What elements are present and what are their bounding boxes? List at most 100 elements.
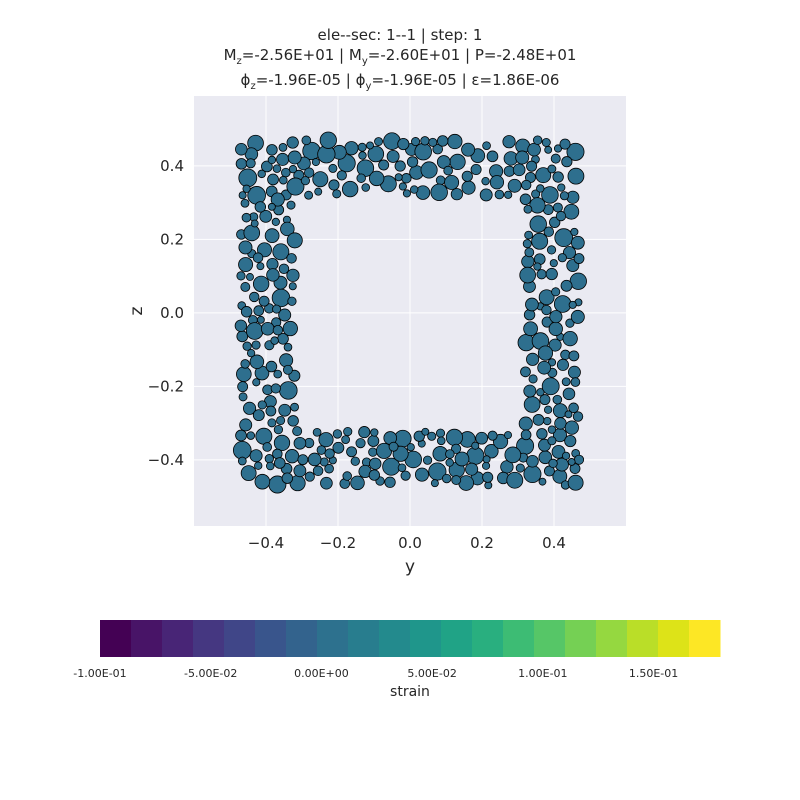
fiber-marker — [504, 431, 512, 440]
fiber-marker — [523, 384, 537, 398]
fiber-marker — [528, 374, 538, 384]
fiber-marker — [543, 405, 553, 414]
title-subscript-y: y — [365, 81, 372, 92]
fiber-marker — [451, 443, 462, 454]
fiber-marker — [550, 153, 561, 164]
fiber-marker — [430, 183, 448, 202]
fiber-marker — [286, 232, 303, 249]
fiber-marker — [249, 449, 263, 463]
colorbar-segment — [224, 620, 256, 657]
fiber-marker — [259, 209, 273, 223]
colorbar-tick-label: 1.50E-01 — [628, 667, 679, 680]
fiber-marker — [254, 461, 263, 470]
fiber-marker — [397, 137, 410, 151]
fiber-marker — [240, 306, 253, 318]
x-tick-label: −0.4 — [248, 534, 284, 552]
fiber-marker — [238, 392, 248, 402]
fiber-marker — [421, 427, 430, 436]
fiber-marker — [328, 163, 338, 173]
fiber-marker — [531, 232, 549, 250]
fiber-marker — [266, 461, 275, 471]
fiber-marker — [261, 160, 273, 173]
fiber-marker — [236, 271, 246, 281]
fiber-marker — [538, 438, 551, 452]
fiber-marker — [288, 282, 297, 291]
fiber-marker — [570, 309, 585, 324]
fiber-marker — [383, 132, 401, 150]
colorbar-segment — [689, 620, 721, 657]
y-tick-label: −0.2 — [148, 377, 184, 395]
colorbar-tick-label: 1.00E-01 — [518, 667, 568, 680]
fiber-marker — [560, 279, 573, 292]
fiber-marker — [282, 320, 298, 337]
fiber-marker — [281, 472, 294, 484]
fiber-marker — [572, 411, 584, 422]
colorbar-tick-label: -1.00E-01 — [73, 667, 127, 680]
fiber-marker — [471, 441, 480, 450]
fiber-marker — [235, 158, 248, 170]
fiber-marker — [297, 454, 309, 466]
fiber-marker — [502, 135, 516, 149]
fiber-marker — [287, 150, 302, 165]
title-moment-z-symbol: M — [223, 46, 237, 64]
colorbar-label: strain — [390, 684, 430, 700]
fiber-marker — [250, 219, 259, 228]
fiber-marker — [482, 455, 491, 464]
fiber-marker — [255, 427, 273, 445]
fiber-marker — [507, 178, 522, 193]
fiber-marker — [280, 221, 295, 237]
fiber-marker — [318, 432, 334, 448]
fiber-marker — [264, 228, 280, 244]
fiber-marker — [430, 479, 439, 488]
fiber-marker — [246, 431, 256, 440]
colorbar-segment — [100, 620, 132, 657]
fiber-marker — [415, 185, 431, 200]
fiber-marker — [278, 403, 292, 417]
colorbar-segment — [441, 620, 473, 657]
fiber-marker — [235, 429, 247, 442]
fiber-marker — [569, 272, 587, 290]
fiber-marker — [536, 184, 545, 193]
fiber-marker — [324, 448, 335, 459]
fiber-marker — [461, 180, 476, 195]
colorbar-segment — [627, 620, 659, 657]
fiber-marker — [515, 150, 530, 165]
fiber-marker — [270, 192, 285, 207]
fiber-marker — [568, 350, 580, 362]
fiber-marker — [273, 434, 291, 452]
fiber-marker — [449, 153, 466, 171]
fiber-marker — [240, 198, 250, 208]
fiber-marker — [573, 253, 585, 264]
fiber-marker — [278, 143, 288, 152]
fiber-marker — [240, 359, 250, 369]
fiber-marker — [252, 252, 264, 263]
fiber-marker — [264, 454, 274, 464]
fiber-marker — [552, 171, 564, 183]
fiber-marker — [481, 176, 490, 186]
fiber-marker — [243, 224, 261, 242]
fiber-marker — [443, 165, 453, 176]
fiber-marker — [356, 173, 366, 183]
fiber-marker — [312, 427, 322, 437]
fiber-marker — [573, 454, 585, 465]
fiber-marker — [451, 475, 462, 485]
fiber-marker — [521, 254, 535, 269]
x-tick-label: 0.4 — [542, 534, 566, 552]
axis-ticks: −0.4 −0.2 0.0 0.2 0.4 0.4 0.2 0.0 −0.2 −0.4 — [148, 157, 566, 552]
fiber-marker — [441, 473, 452, 484]
fiber-marker — [287, 415, 299, 427]
colorbar-tick-label: 5.00E-02 — [407, 667, 457, 680]
fiber-marker — [394, 160, 406, 172]
fiber-marker — [552, 202, 563, 213]
fiber-marker — [272, 243, 290, 261]
fiber-marker — [238, 191, 247, 200]
fiber-marker — [524, 247, 535, 258]
fiber-marker — [436, 155, 451, 169]
fiber-marker — [537, 345, 554, 361]
fiber-marker — [548, 321, 563, 336]
fiber-marker — [465, 462, 479, 476]
y-tick-label: 0.0 — [160, 304, 184, 322]
fiber-marker — [312, 171, 329, 188]
fiber-marker — [527, 142, 541, 157]
fiber-marker — [283, 342, 293, 352]
